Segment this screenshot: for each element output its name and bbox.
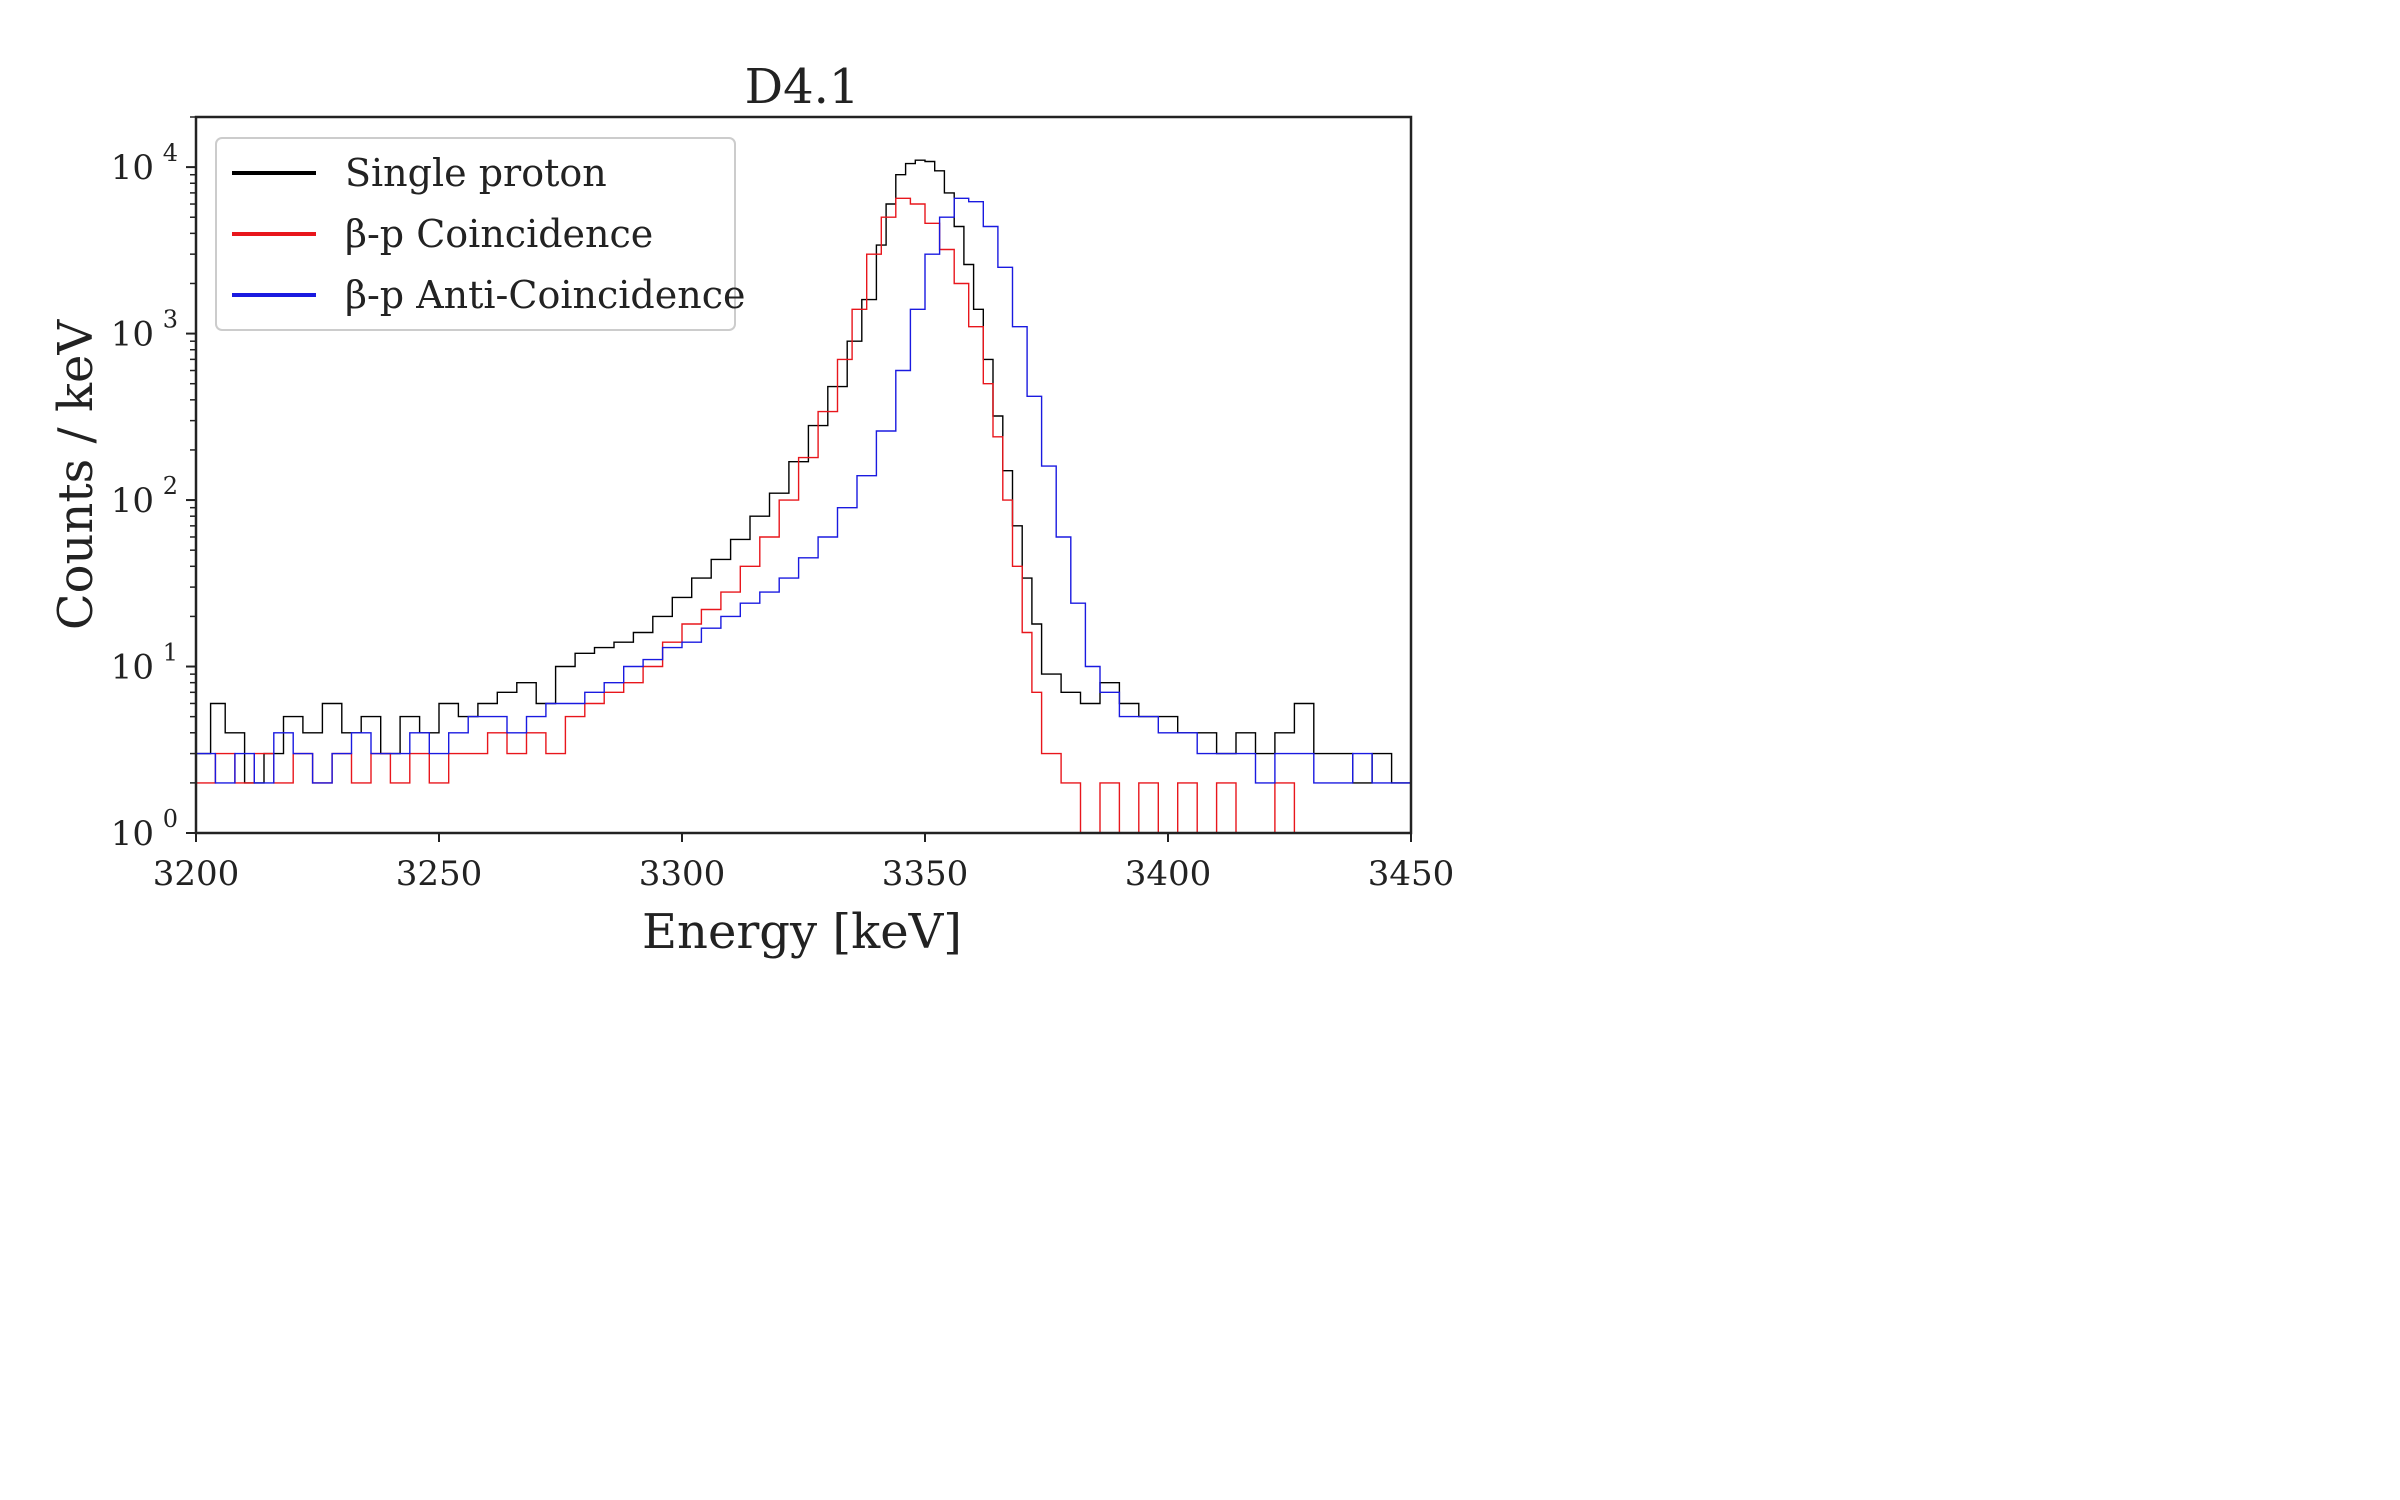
x-tick-label: 3250 bbox=[396, 854, 483, 894]
y-tick-label: 10 bbox=[111, 648, 154, 688]
chart-title: D4.1 bbox=[745, 59, 860, 115]
legend-label: β-p Anti-Coincidence bbox=[345, 273, 745, 317]
plot-frame bbox=[194, 115, 1413, 835]
y-tick-exponent: 4 bbox=[163, 139, 178, 167]
y-tick-label: 10 bbox=[111, 315, 154, 355]
x-axis: 3200 3250 3300 3350 3400 3450 bbox=[153, 833, 1455, 894]
chart: D4.1 3200 3250 3300 3350 3400 3450 10 010 110 21… bbox=[48, 59, 1455, 960]
y-tick-exponent: 1 bbox=[163, 639, 178, 667]
y-axis: 10 0 10 1 10 2 10 3 10 4 bbox=[111, 116, 196, 854]
y-tick-label: 10 bbox=[111, 481, 154, 521]
y-tick-exponent: 0 bbox=[163, 805, 178, 833]
legend-label: Single proton bbox=[345, 151, 607, 195]
x-tick-label: 3350 bbox=[882, 854, 969, 894]
legend-label: β-p Coincidence bbox=[345, 212, 653, 256]
x-axis-label: Energy [keV] bbox=[642, 904, 962, 960]
x-tick-label: 3450 bbox=[1368, 854, 1455, 894]
legend-frame bbox=[215, 137, 736, 331]
legend-items: Single proton β-p Coincidence β-p Anti-Coi… bbox=[232, 151, 745, 317]
y-tick-label: 10 bbox=[111, 814, 154, 854]
x-tick-label: 3200 bbox=[153, 854, 240, 894]
y-tick-label: 10 bbox=[111, 148, 154, 188]
y-tick-exponent: 3 bbox=[163, 306, 178, 334]
legend: Single proton β-p Coincidence β-p Anti-Coi… bbox=[215, 137, 745, 331]
series-line-3 bbox=[196, 197, 1412, 784]
series-line-2 bbox=[196, 197, 1411, 834]
x-tick-label: 3400 bbox=[1125, 854, 1212, 894]
series-layer bbox=[196, 159, 1412, 834]
series-line-1 bbox=[196, 159, 1412, 784]
y-axis-label: Counts / keV bbox=[48, 319, 104, 631]
x-tick-label: 3300 bbox=[639, 854, 726, 894]
y-tick-exponent: 2 bbox=[163, 472, 178, 500]
